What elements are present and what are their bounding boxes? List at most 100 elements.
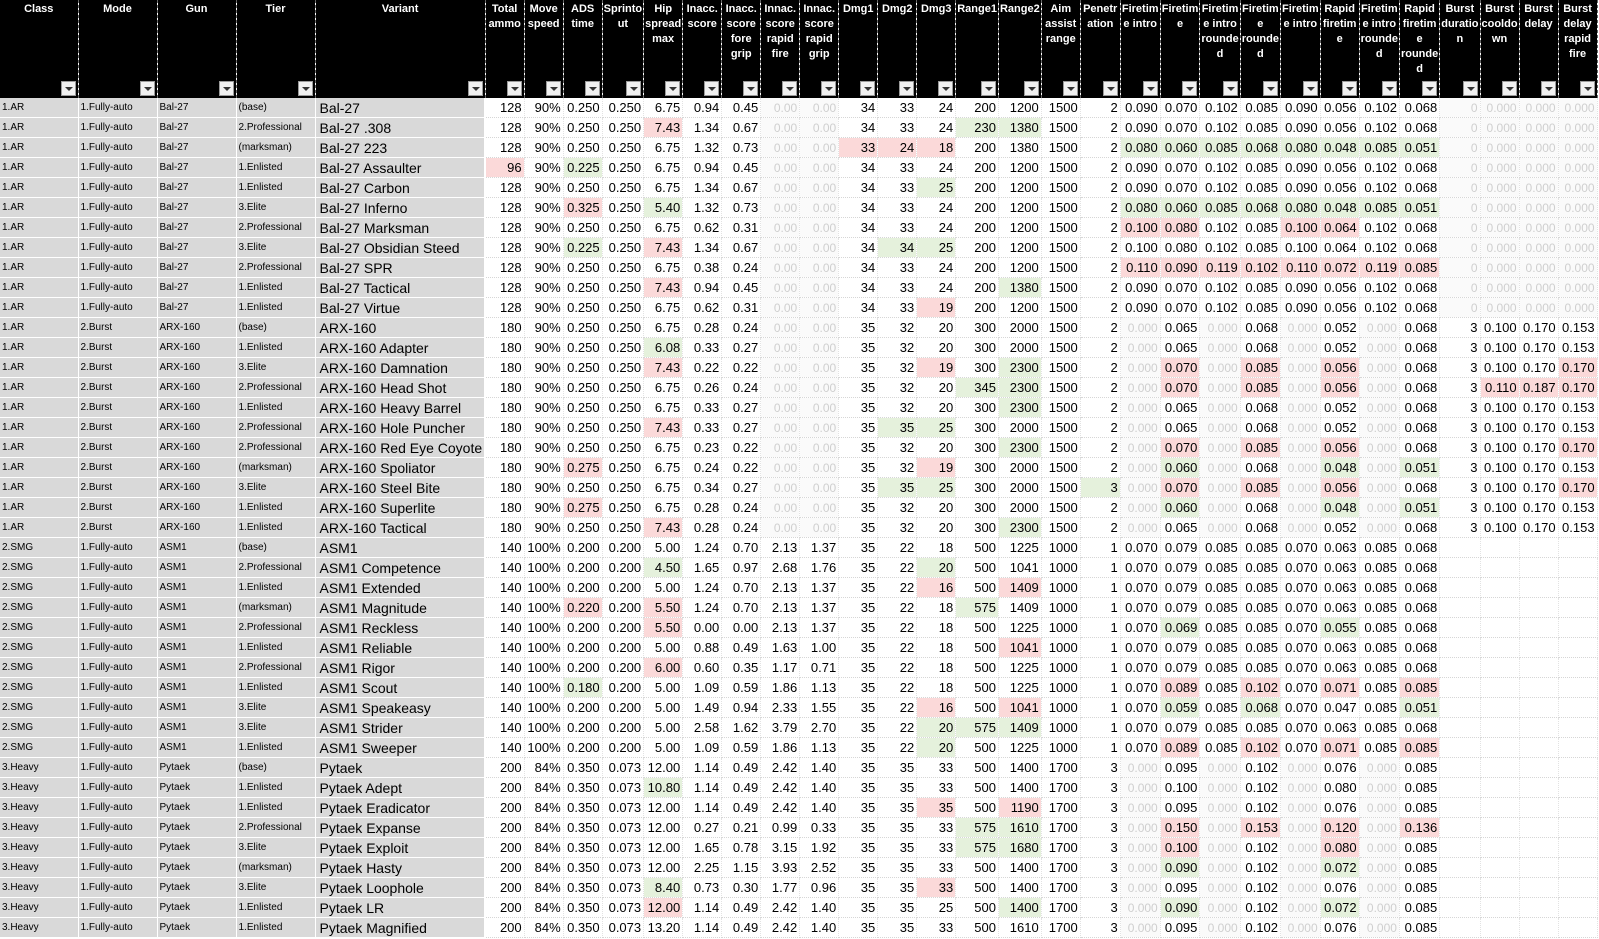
cell-firetime[interactable]: 0.079 [1160,657,1201,678]
cell-firetime-intro[interactable]: 0.070 [1280,717,1321,738]
cell-sprintout[interactable]: 0.250 [602,237,645,258]
cell-firetime-intro[interactable]: 0.000 [1120,377,1161,398]
cell-class[interactable]: 1.AR [0,177,79,198]
cell-range1[interactable]: 500 [955,657,999,678]
cell-range1[interactable]: 500 [955,617,999,638]
cell-penetration[interactable]: 2 [1080,277,1121,298]
cell-firetime-intro-rounded[interactable]: 0.085 [1359,577,1400,598]
cell-inacc-score-fore-grip[interactable]: 0.70 [721,597,762,618]
cell-innac-score-rapid-grip[interactable]: 0.00 [799,357,840,378]
filter-dropdown-icon[interactable] [60,81,76,96]
cell-rapid-firetime[interactable]: 0.056 [1320,98,1360,118]
cell-tier[interactable]: 2.Professional [236,257,316,278]
cell-range1[interactable]: 200 [955,98,999,118]
cell-variant[interactable]: ASM1 Extended [315,577,487,598]
cell-dmg1[interactable]: 35 [838,437,879,458]
cell-burst-duration[interactable] [1439,597,1481,618]
cell-class[interactable]: 1.AR [0,98,79,118]
cell-sprintout[interactable]: 0.073 [602,837,645,858]
cell-dmg1[interactable]: 35 [838,617,879,638]
cell-firetime[interactable]: 0.079 [1160,597,1201,618]
cell-firetime-intro[interactable]: 0.000 [1120,317,1161,338]
cell-dmg3[interactable]: 25 [916,177,957,198]
cell-innac-score-rapid-grip[interactable]: 1.55 [799,697,840,718]
cell-move-speed[interactable]: 90% [524,98,564,118]
filter-dropdown-icon[interactable] [584,81,600,96]
cell-dmg3[interactable]: 20 [916,517,957,538]
cell-hip-spread-max[interactable]: 6.75 [643,177,684,198]
cell-sprintout[interactable]: 0.250 [602,357,645,378]
cell-hip-spread-max[interactable]: 5.00 [643,537,684,558]
cell-burst-delay-rapid-fire[interactable]: 0.153 [1558,457,1598,478]
cell-aim-assist-range[interactable]: 1500 [1041,237,1081,258]
cell-firetime[interactable]: 0.070 [1160,98,1201,118]
filter-dropdown-icon[interactable] [1262,81,1278,96]
cell-burst-cooldown[interactable]: 0.000 [1480,257,1520,278]
cell-mode[interactable]: 2.Burst [78,477,158,498]
cell-hip-spread-max[interactable]: 6.75 [643,98,684,118]
cell-dmg3[interactable]: 18 [916,677,957,698]
cell-firetime-intro[interactable]: 0.100 [1280,237,1321,258]
cell-gun[interactable]: Bal-27 [157,117,237,138]
cell-total-ammo[interactable]: 180 [485,457,525,478]
filter-dropdown-icon[interactable] [821,81,837,96]
cell-burst-duration[interactable] [1439,617,1481,638]
cell-variant[interactable]: ARX-160 Superlite [315,497,487,518]
cell-penetration[interactable]: 1 [1080,577,1121,598]
cell-dmg2[interactable]: 35 [877,857,918,878]
cell-total-ammo[interactable]: 180 [485,377,525,398]
cell-ads-time[interactable]: 0.275 [563,457,603,478]
cell-firetime-intro-rounded[interactable]: 0.085 [1199,197,1241,218]
cell-innac-score-rapid-grip[interactable]: 0.00 [799,437,840,458]
cell-burst-duration[interactable]: 0 [1439,177,1481,198]
cell-innac-score-rapid-fire[interactable]: 2.42 [760,917,801,938]
cell-rapid-firetime-rounded[interactable]: 0.085 [1399,257,1441,278]
cell-inacc-score-fore-grip[interactable]: 1.62 [721,717,762,738]
cell-dmg3[interactable]: 33 [916,817,957,838]
cell-rapid-firetime[interactable]: 0.052 [1320,417,1360,438]
filter-dropdown-icon[interactable] [218,81,234,96]
cell-inacc-score[interactable]: 0.62 [682,297,723,318]
cell-class[interactable]: 2.SMG [0,537,79,558]
cell-move-speed[interactable]: 90% [524,517,564,538]
cell-range2[interactable]: 2000 [998,497,1042,518]
cell-class[interactable]: 3.Heavy [0,757,79,778]
cell-ads-time[interactable]: 0.200 [563,557,603,578]
cell-burst-duration[interactable] [1439,817,1481,838]
cell-firetime-intro-rounded[interactable]: 0.000 [1359,857,1400,878]
cell-mode[interactable]: 1.Fully-auto [78,297,158,318]
cell-total-ammo[interactable]: 96 [485,157,525,178]
cell-mode[interactable]: 1.Fully-auto [78,877,158,898]
cell-dmg3[interactable]: 24 [916,217,957,238]
cell-aim-assist-range[interactable]: 1000 [1041,597,1081,618]
cell-innac-score-rapid-grip[interactable]: 1.13 [799,677,840,698]
cell-burst-delay[interactable]: 0.170 [1519,397,1559,418]
cell-sprintout[interactable]: 0.250 [602,177,645,198]
cell-burst-cooldown[interactable]: 0.000 [1480,157,1520,178]
cell-dmg2[interactable]: 22 [877,717,918,738]
cell-range2[interactable]: 2000 [998,457,1042,478]
cell-burst-duration[interactable] [1439,897,1481,918]
cell-firetime-intro[interactable]: 0.070 [1120,677,1161,698]
cell-sprintout[interactable]: 0.250 [602,497,645,518]
cell-class[interactable]: 1.AR [0,257,79,278]
cell-rapid-firetime[interactable]: 0.048 [1320,137,1360,158]
cell-dmg2[interactable]: 22 [877,577,918,598]
cell-innac-score-rapid-grip[interactable]: 0.00 [799,98,840,118]
cell-innac-score-rapid-grip[interactable]: 0.00 [799,177,840,198]
cell-aim-assist-range[interactable]: 1500 [1041,497,1081,518]
cell-rapid-firetime[interactable]: 0.071 [1320,677,1360,698]
cell-move-speed[interactable]: 100% [524,597,564,618]
cell-ads-time[interactable]: 0.200 [563,577,603,598]
cell-inacc-score-fore-grip[interactable]: 0.94 [721,697,762,718]
cell-total-ammo[interactable]: 180 [485,397,525,418]
cell-firetime-rounded[interactable]: 0.068 [1240,397,1281,418]
cell-dmg3[interactable]: 20 [916,557,957,578]
cell-move-speed[interactable]: 90% [524,377,564,398]
cell-sprintout[interactable]: 0.200 [602,617,645,638]
cell-move-speed[interactable]: 90% [524,437,564,458]
cell-burst-delay[interactable] [1519,577,1559,598]
cell-dmg3[interactable]: 24 [916,98,957,118]
cell-total-ammo[interactable]: 140 [485,697,525,718]
cell-burst-duration[interactable] [1439,677,1481,698]
